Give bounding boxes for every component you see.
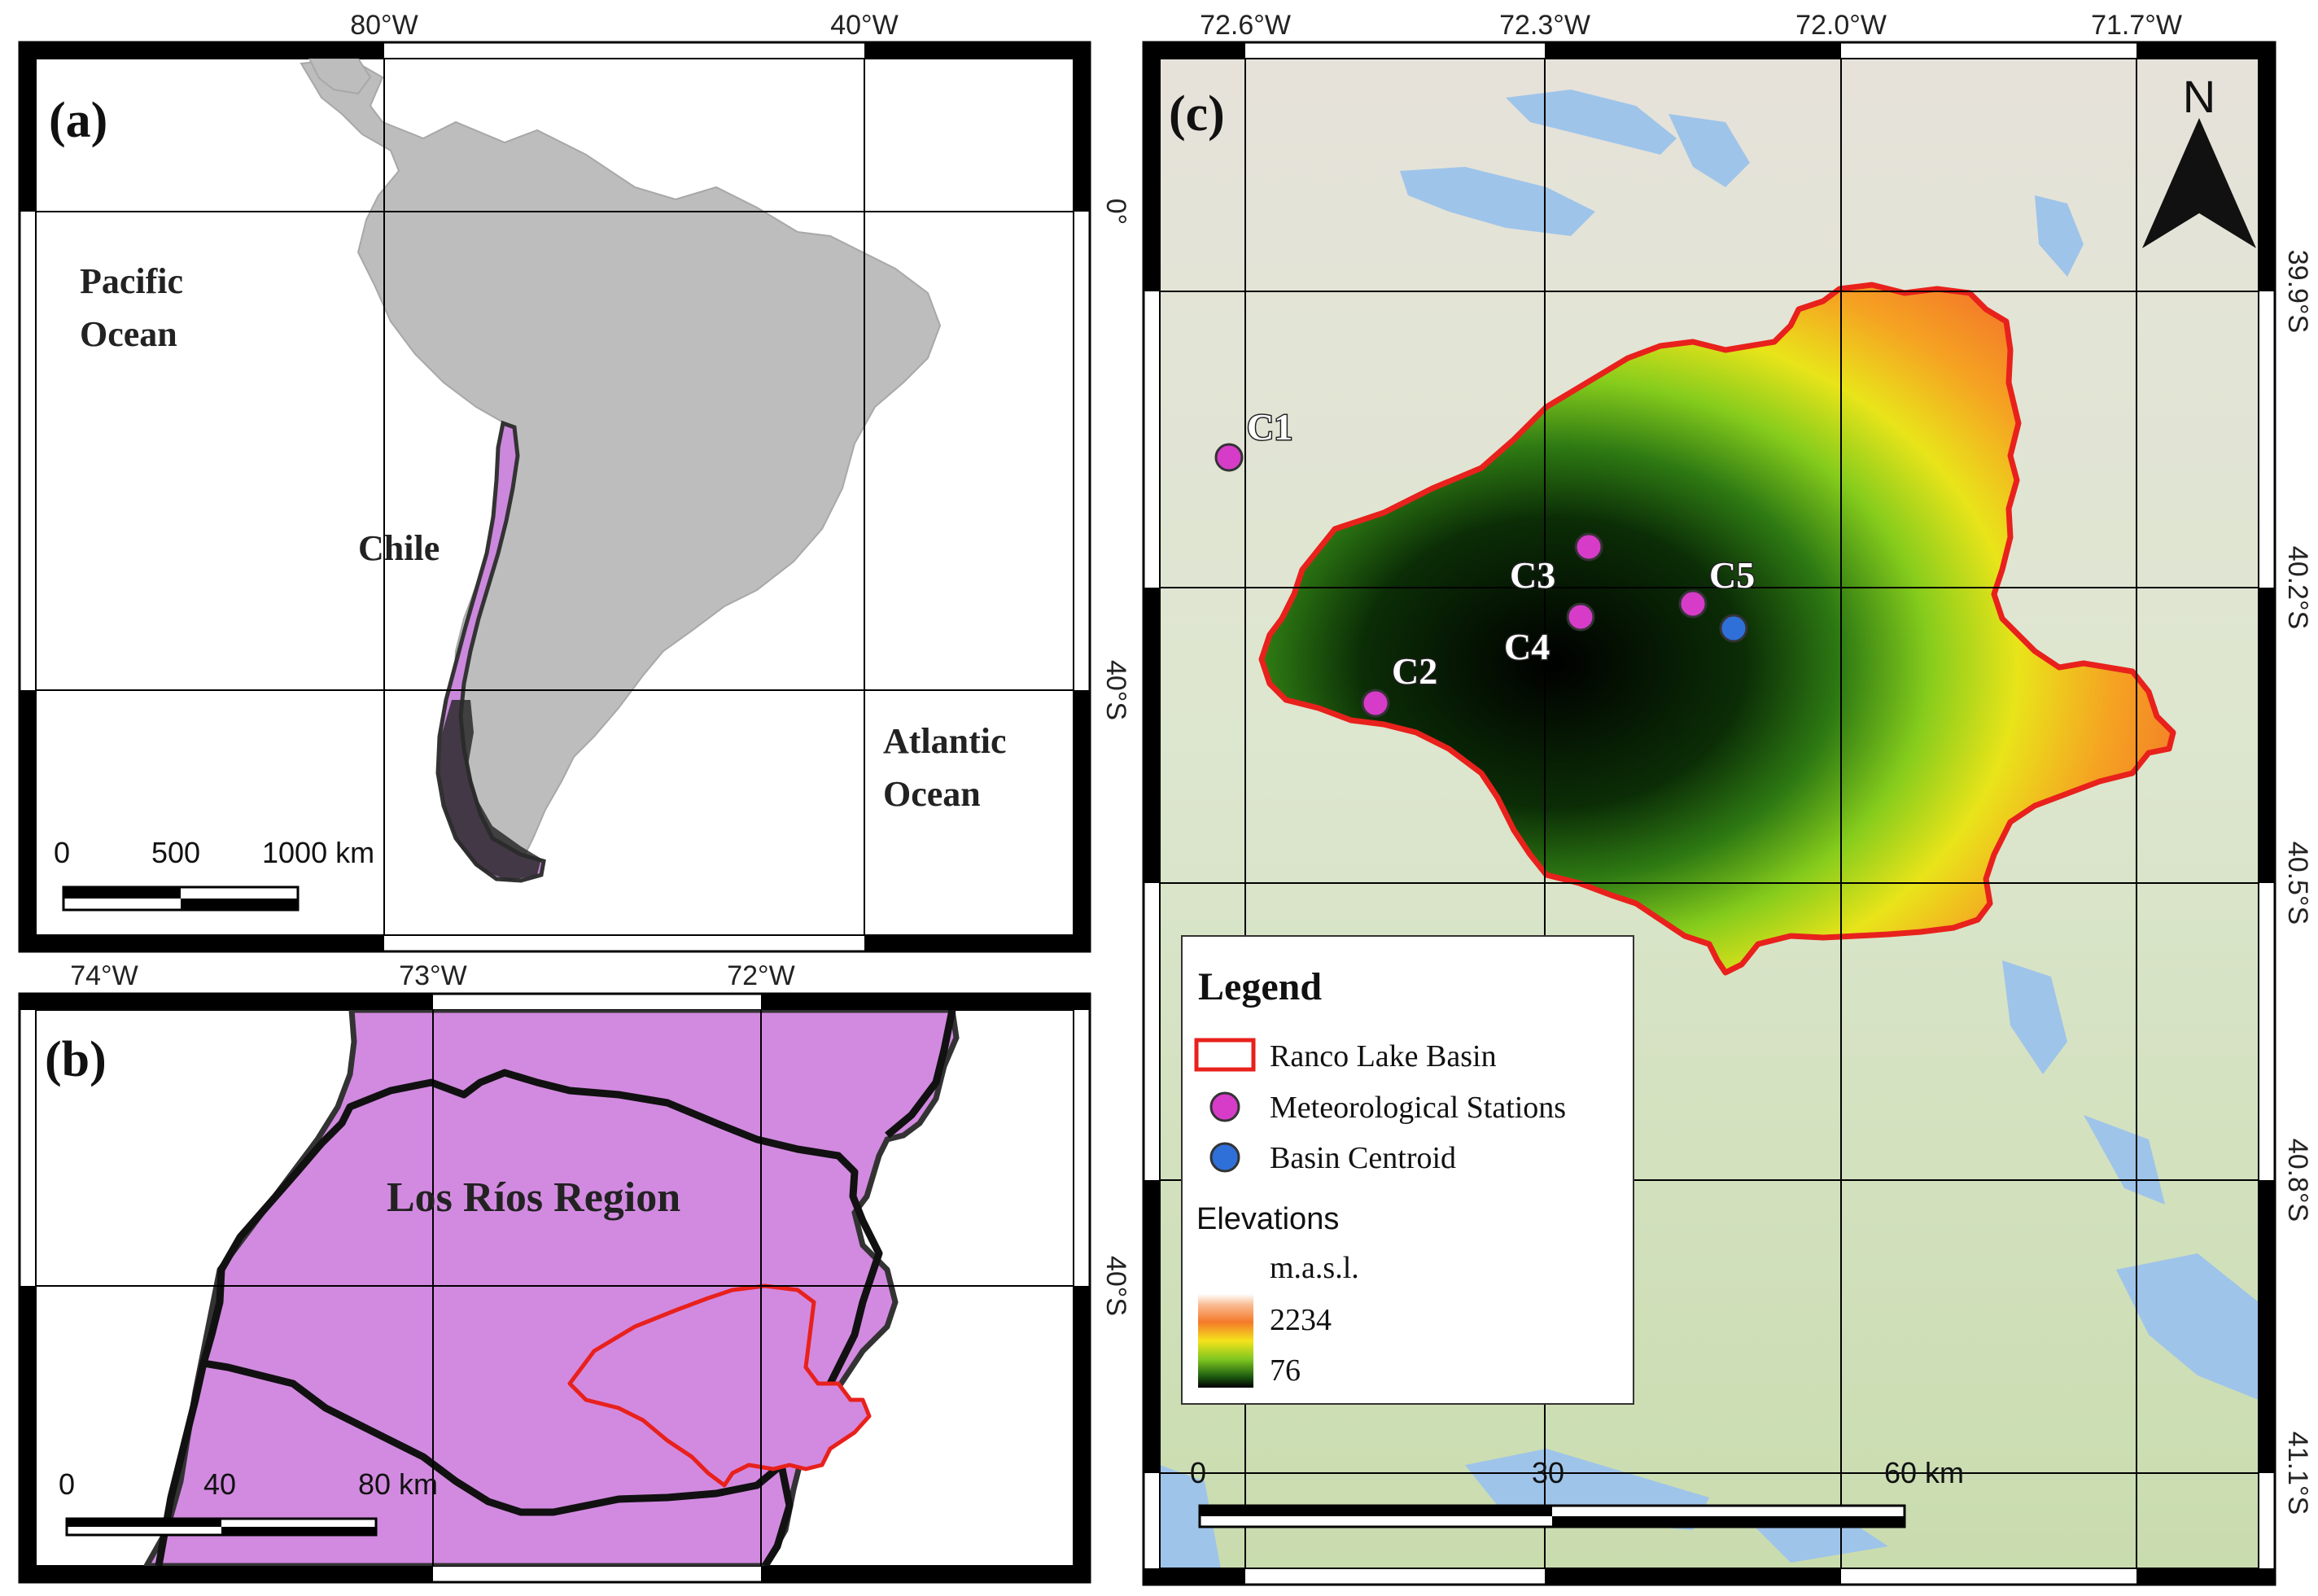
c-lon-71-7w: 71.7°W — [2091, 10, 2182, 41]
a-lon-80w: 80°W — [350, 10, 418, 41]
station-c5-label: C5 — [1709, 554, 1755, 596]
panel-b-scale-bar: 0 40 80 km — [59, 1467, 438, 1537]
scale-c-zero: 0 — [1190, 1456, 1206, 1489]
panel-b-border-bars — [20, 994, 1090, 1582]
station-c2-marker[interactable] — [1361, 689, 1390, 718]
legend-station-label: Meteorological Stations — [1270, 1091, 1566, 1125]
lake-south-east — [2116, 1253, 2259, 1400]
panel-b: (b) Los Ríos Region 0 40 80 km 74°W 73°W… — [18, 960, 1131, 1584]
central-america — [308, 59, 372, 95]
legend-elevation-ramp — [1198, 1294, 1253, 1388]
panel-b-label: (b) — [45, 1032, 107, 1087]
c-lat-40-8s: 40.8°S — [2282, 1139, 2313, 1222]
station-c1-marker[interactable] — [1214, 443, 1244, 472]
b-lon-72w: 72°W — [727, 960, 795, 991]
scale-c-mid: 30 — [1532, 1456, 1564, 1489]
legend-centroid-label: Basin Centroid — [1270, 1141, 1456, 1175]
panel-a-border-bars — [20, 42, 1090, 951]
legend-elevation-min: 76 — [1270, 1353, 1301, 1388]
c-lat-40-2s: 40.2°S — [2282, 546, 2313, 629]
panel-c-map-area-outline — [1159, 58, 2259, 1569]
north-arrow-icon — [2142, 118, 2256, 248]
a-lat-40s: 40°S — [1100, 660, 1131, 720]
legend-title: Legend — [1198, 965, 1322, 1008]
legend-centroid-swatch — [1209, 1142, 1240, 1173]
c-lat-41-1s: 41.1°S — [2282, 1432, 2313, 1515]
c-lon-72-0w: 72.0°W — [1795, 10, 1887, 41]
legend-station-swatch — [1209, 1091, 1240, 1122]
lake-east-1 — [2002, 960, 2067, 1074]
station-c3-label: C3 — [1510, 554, 1555, 596]
chile-south-archipelago — [440, 700, 541, 881]
panel-c-border-bars — [1144, 42, 2275, 1585]
legend-elevation-max: 2234 — [1270, 1303, 1332, 1337]
scale-c-end: 60 km — [1884, 1456, 1964, 1489]
station-c3-marker[interactable] — [1574, 532, 1603, 562]
sea-south-west — [1160, 1465, 1221, 1568]
scale-b-end: 80 km — [358, 1467, 438, 1501]
los-rios-region-boundary — [199, 1069, 883, 1516]
lake-north-west — [1400, 167, 1595, 236]
lake-ne-corner — [2035, 195, 2084, 277]
neighbor-boundary-east — [762, 1464, 794, 1566]
panel-a-label: (a) — [49, 93, 107, 148]
lake-east-2 — [2084, 1115, 2165, 1205]
panel-c-scale-bar: 0 30 60 km — [1190, 1456, 1964, 1528]
c-lon-72-6w: 72.6°W — [1200, 10, 1291, 41]
a-lon-40w: 40°W — [830, 10, 899, 41]
legend-basin-label: Ranco Lake Basin — [1270, 1039, 1497, 1073]
chile-label: Chile — [358, 528, 440, 568]
station-c4-marker[interactable] — [1566, 602, 1595, 632]
meteorological-stations: C1 C2 C3 C4 C5 — [1214, 405, 1756, 718]
ranco-basin-outline-b — [567, 1283, 872, 1488]
panel-a-graticule — [36, 59, 1074, 935]
station-c1-label: C1 — [1247, 406, 1292, 448]
panel-b-graticule — [36, 1010, 1074, 1566]
c-lat-39-9s: 39.9°S — [2282, 250, 2313, 333]
c-lon-72-3w: 72.3°W — [1499, 10, 1590, 41]
atlantic-ocean-label-line1: Atlantic — [883, 721, 1007, 761]
panel-a: (a) Pacific Ocean Atlantic Ocean Chile 0… — [18, 10, 1131, 953]
legend-elevation-unit: m.a.s.l. — [1270, 1251, 1359, 1285]
north-arrow: N — [2142, 71, 2256, 248]
scale-a-mid: 500 — [151, 836, 200, 869]
b-lat-40s: 40°S — [1100, 1256, 1131, 1316]
scale-b-mid: 40 — [203, 1467, 236, 1501]
los-rios-region-label: Los Ríos Region — [387, 1174, 680, 1221]
pacific-ocean-label-line2: Ocean — [80, 314, 177, 354]
station-c2-label: C2 — [1392, 650, 1437, 692]
lake-north-east — [1669, 114, 1750, 187]
legend-box — [1181, 935, 1634, 1405]
panel-a-scale-bar: 0 500 1000 km — [54, 836, 374, 912]
c-lat-40-5s: 40.5°S — [2282, 842, 2313, 925]
b-lon-73w: 73°W — [399, 960, 467, 991]
atlantic-ocean-label-line2: Ocean — [883, 774, 981, 814]
b-lon-74w: 74°W — [70, 960, 138, 991]
neighbor-boundary-north — [885, 1010, 956, 1139]
ranco-lake-basin-dem — [1258, 282, 2176, 976]
legend-basin-swatch — [1194, 1038, 1256, 1072]
basin-centroid-marker[interactable] — [1719, 614, 1748, 643]
a-lat-0: 0° — [1100, 199, 1131, 225]
panel-c-label: (c) — [1169, 86, 1225, 142]
legend-elevations-title: Elevations — [1196, 1202, 1339, 1236]
scale-b-zero: 0 — [59, 1467, 75, 1501]
panel-c: C1 C2 C3 C4 C5 (c) N Legend Ranco Lake B… — [1142, 10, 2313, 1586]
scale-a-end: 1000 km — [262, 836, 374, 869]
scale-a-zero: 0 — [54, 836, 70, 869]
legend: Legend Ranco Lake Basin Meteorological S… — [1181, 935, 1634, 1405]
lake-north-center — [1506, 90, 1677, 155]
pacific-ocean-label-line1: Pacific — [80, 261, 183, 301]
station-c4-label: C4 — [1504, 626, 1550, 667]
station-c5-marker[interactable] — [1678, 589, 1708, 619]
north-arrow-label: N — [2183, 71, 2215, 122]
